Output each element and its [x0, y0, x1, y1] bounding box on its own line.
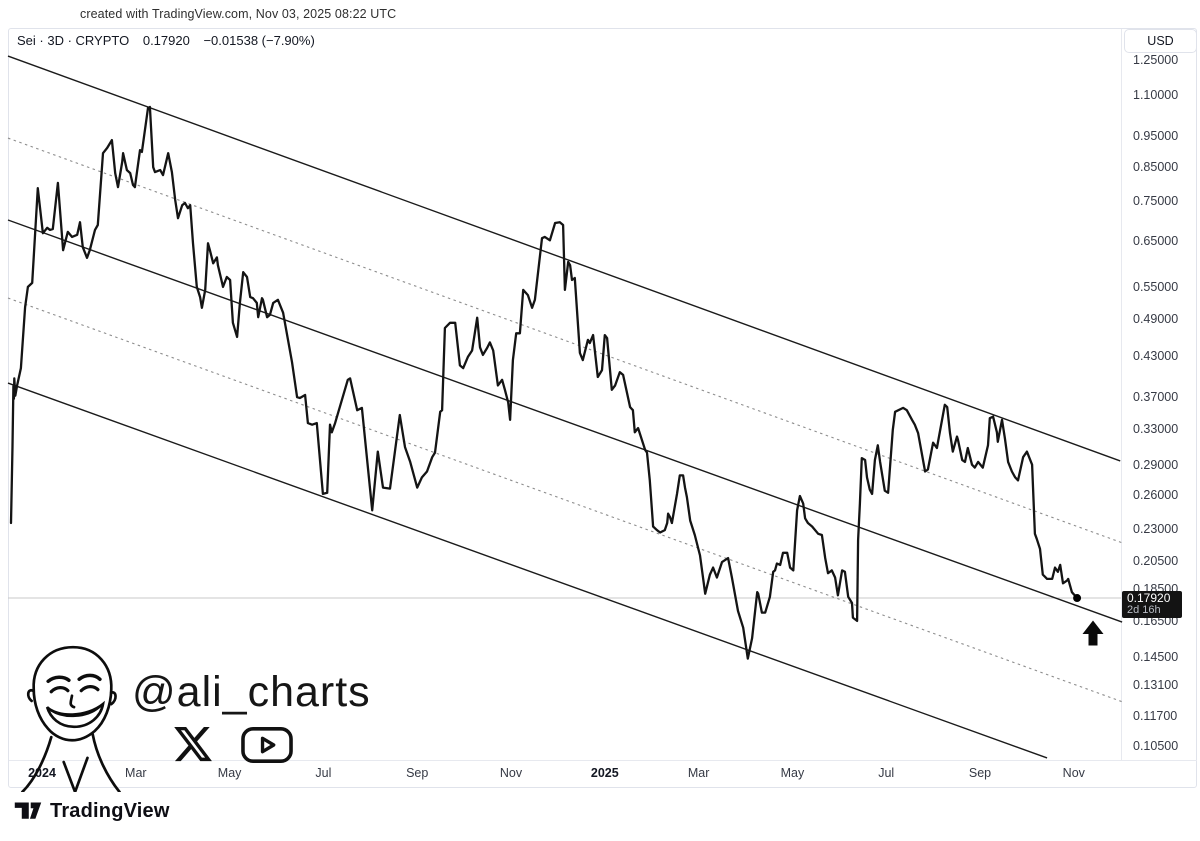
- time-tick-label: Mar: [125, 766, 147, 780]
- price-tick-label: 0.20500: [1133, 553, 1179, 568]
- time-tick-label: May: [780, 766, 805, 780]
- creation-attribution: created with TradingView.com, Nov 03, 20…: [80, 7, 397, 21]
- tradingview-mark-icon: [14, 802, 42, 819]
- price-tick-label: 0.85000: [1133, 159, 1179, 174]
- channel-line-4[interactable]: [7, 382, 1048, 759]
- time-axis-separator: [9, 760, 1197, 761]
- price-tick-label: 0.33000: [1133, 421, 1179, 436]
- channel-line-3[interactable]: [7, 297, 1124, 703]
- ali-face-watermark: [20, 645, 121, 792]
- watermark-handle: @ali_charts: [132, 668, 371, 716]
- legend-symbol: Sei · 3D · CRYPTO: [17, 33, 130, 48]
- time-tick-label: Sep: [968, 766, 992, 780]
- price-tick-label: 0.37000: [1133, 390, 1179, 405]
- currency-toggle-button[interactable]: USD: [1124, 29, 1197, 53]
- price-tick-label: 0.26000: [1133, 487, 1179, 502]
- price-tick-label: 0.13100: [1133, 677, 1179, 692]
- time-tick-label: 2025: [590, 766, 619, 780]
- channel-line-2[interactable]: [7, 219, 1123, 623]
- price-tick-label: 0.95000: [1133, 129, 1179, 144]
- price-line-series: [9, 105, 1079, 660]
- tradingview-logo[interactable]: TradingView: [14, 799, 170, 823]
- bar-countdown: 2d 16h: [1127, 604, 1161, 616]
- time-tick-label: Jul: [878, 766, 895, 780]
- price-tick-label: 1.10000: [1133, 88, 1179, 103]
- price-tick-label: 0.14500: [1133, 649, 1179, 664]
- time-tick-label: Nov: [1062, 766, 1085, 780]
- price-tick-label: 0.11700: [1133, 709, 1178, 724]
- price-tick-label: 1.25000: [1133, 53, 1179, 67]
- price-tick-label: 0.75000: [1133, 194, 1179, 209]
- price-tick-label: 0.23000: [1133, 521, 1179, 536]
- price-tick-label: 0.55000: [1133, 280, 1179, 295]
- up-arrow-annotation[interactable]: [1082, 620, 1104, 646]
- legend-last-price: 0.17920: [142, 33, 190, 48]
- time-tick-label: Nov: [499, 766, 523, 780]
- price-tick-label: 0.65000: [1133, 234, 1179, 249]
- current-price-label: 0.17920 2d 16h: [1122, 591, 1182, 618]
- current-price-value: 0.17920: [1127, 591, 1171, 605]
- price-axis-separator: [1121, 29, 1122, 760]
- time-tick-label: May: [217, 766, 242, 780]
- price-tick-label: 0.43000: [1133, 348, 1179, 363]
- symbol-legend[interactable]: Sei · 3D · CRYPTO 0.17920 −0.01538 (−7.9…: [17, 33, 325, 48]
- legend-change: −0.01538 (−7.90%): [203, 33, 315, 48]
- price-tick-label: 0.49000: [1133, 312, 1179, 327]
- time-tick-label: Mar: [687, 766, 710, 780]
- youtube-logo-icon: [241, 727, 293, 763]
- time-tick-label: Jul: [315, 766, 332, 780]
- tradingview-wordmark: TradingView: [50, 799, 170, 822]
- price-tick-label: 0.10500: [1133, 739, 1179, 754]
- price-tick-label: 0.29000: [1133, 457, 1179, 472]
- last-price-marker: [1073, 594, 1082, 603]
- x-logo-icon: [174, 726, 212, 762]
- time-tick-label: Sep: [406, 766, 429, 780]
